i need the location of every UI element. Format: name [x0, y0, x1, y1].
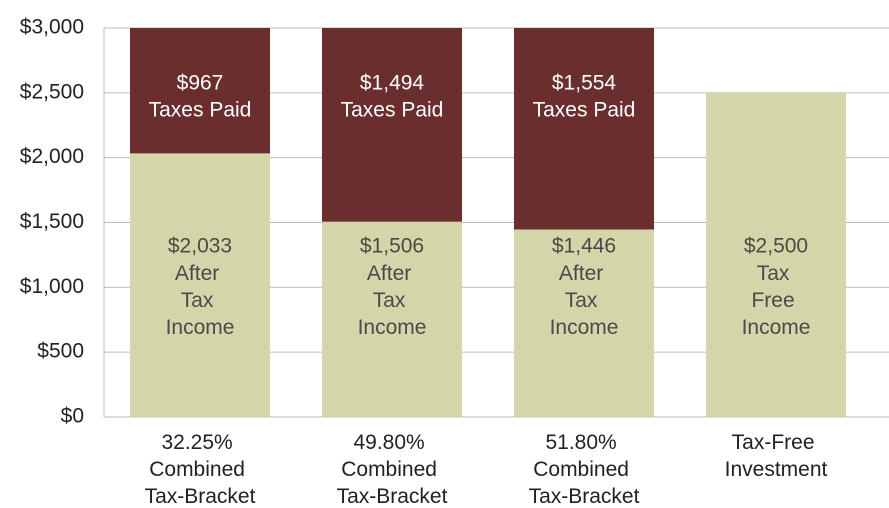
y-tick-label: $1,500 [20, 210, 84, 233]
x-tick-label: 49.80% Combined Tax-Bracket [337, 431, 448, 508]
value-label: $1,494 [360, 72, 425, 95]
y-tick-label: $1,000 [20, 275, 84, 298]
x-tick-label: Tax-Free Investment [725, 431, 828, 481]
bar-segment [130, 28, 270, 154]
y-tick-label: $3,000 [20, 16, 84, 39]
segment-label: Taxes Paid [149, 99, 252, 122]
segment-label: Tax Free Income [742, 262, 811, 339]
bar-segment [706, 92, 846, 417]
y-tick-label: $2,500 [20, 80, 84, 103]
segment-label: After Tax Income [358, 262, 427, 339]
value-label: $967 [177, 72, 224, 95]
bar-segment [514, 229, 654, 417]
y-tick-label: $500 [37, 340, 84, 363]
y-tick-label: $0 [61, 405, 84, 428]
segment-label: Taxes Paid [341, 99, 444, 122]
bar-segment [130, 153, 270, 417]
value-label: $1,506 [360, 235, 424, 258]
value-label: $1,446 [552, 235, 616, 258]
value-label: $2,033 [168, 235, 232, 258]
x-tick-label: 32.25% Combined Tax-Bracket [145, 431, 256, 508]
segment-label: After Tax Income [550, 262, 619, 339]
bar-segment [514, 28, 654, 230]
value-label: $2,500 [744, 235, 808, 258]
segment-label: Taxes Paid [533, 99, 636, 122]
y-tick-label: $2,000 [20, 145, 84, 168]
x-tick-label: 51.80% Combined Tax-Bracket [529, 431, 640, 508]
value-label: $1,554 [552, 72, 617, 95]
segment-label: After Tax Income [166, 262, 235, 339]
bar-segment [322, 221, 462, 417]
bar-segment [322, 28, 462, 222]
